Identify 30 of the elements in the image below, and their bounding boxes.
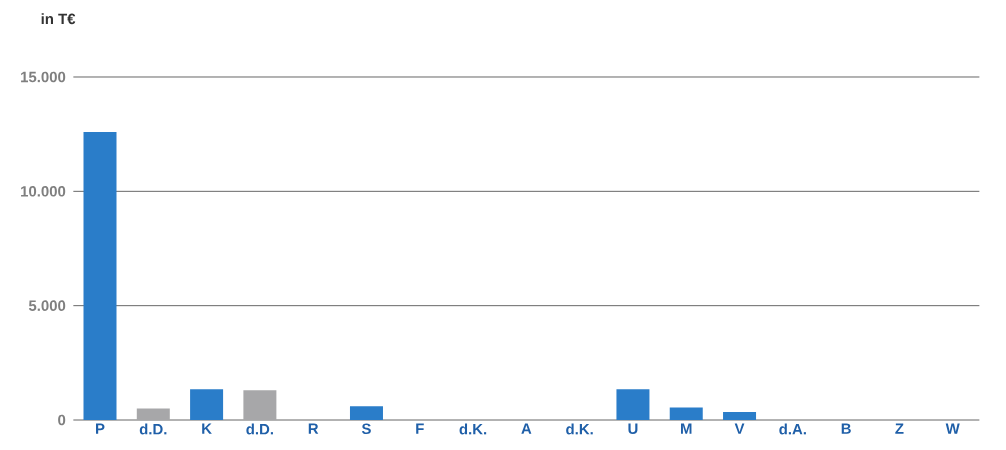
y-tick-label: 15.000 (21, 71, 66, 83)
x-tick-label: A (521, 423, 532, 434)
bar (669, 407, 703, 420)
x-tick-label: d.K. (459, 423, 487, 435)
x-tick-label: M (681, 423, 692, 434)
x-tick-label: d.D. (246, 423, 273, 435)
bar (349, 406, 383, 420)
x-tick-label: P (96, 423, 105, 434)
x-tick-label: Z (895, 423, 904, 434)
x-tick-label: d.A. (779, 423, 806, 435)
x-tick-label: S (361, 423, 371, 435)
x-tick-label: B (841, 423, 851, 434)
x-tick-label: V (734, 423, 745, 434)
y-tick-label: 0 (58, 414, 66, 426)
x-tick-label: d.D. (139, 423, 167, 435)
bar (136, 408, 170, 420)
bar (190, 389, 224, 420)
x-tick-label: W (945, 423, 960, 434)
x-tick-label: d.K. (566, 423, 593, 435)
bar (83, 131, 117, 420)
y-axis-title: in T€ (41, 13, 76, 25)
y-tick-label: 10.000 (21, 186, 66, 197)
y-tick-label: 5.000 (28, 300, 66, 311)
x-tick-label: R (308, 423, 319, 434)
bar (616, 389, 650, 420)
bar (243, 390, 277, 420)
x-tick-label: F (416, 423, 424, 434)
x-tick-label: K (202, 423, 212, 434)
x-tick-label: U (628, 423, 638, 434)
bar (723, 412, 757, 420)
